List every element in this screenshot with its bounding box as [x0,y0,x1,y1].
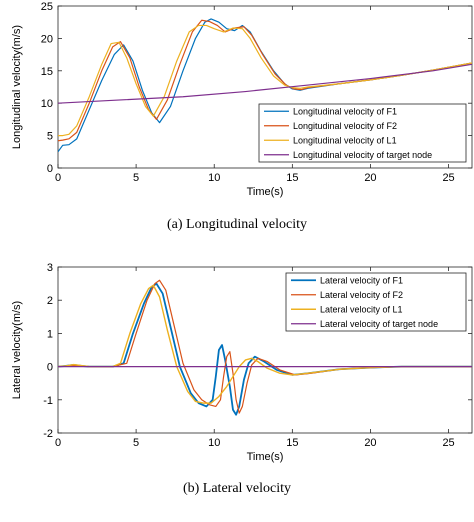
y-tick-label: -1 [43,395,53,407]
chart-lateral: 0 5 10 15 20 25 -2 -1 0 1 2 3 Time(s) Lateral velocit… [11,262,473,496]
y-axis-label: Longitudinal velocity(m/s) [11,25,23,149]
x-tick-label: 20 [364,437,376,449]
legend-box [258,103,467,163]
legend-box [285,272,467,332]
x-tick-label: 0 [55,437,61,449]
x-tick-label: 25 [442,172,454,184]
x-tick-label: 20 [364,172,376,184]
legend-entry: Lateral velocity of F2 [320,290,403,300]
legend-entry: Longitudinal velocity of F2 [293,121,397,131]
series-line-4 [58,63,472,104]
legend-entry: Longitudinal velocity of target node [293,150,432,160]
y-tick-label: 1 [47,328,53,340]
x-tick-label: 5 [133,437,139,449]
y-tick-label: 0 [47,163,53,175]
legend-entry: Longitudinal velocity of L1 [293,135,397,145]
series-line-3 [58,24,472,137]
y-tick-label: 25 [41,1,53,13]
y-tick-label: 5 [47,131,53,143]
legend-entry: Lateral velocity of L1 [320,304,403,314]
legend: Longitudinal velocity of F1 Longitudinal … [258,103,467,163]
legend: Lateral velocity of F1 Lateral velocity o… [285,272,467,332]
series-line-2 [58,279,472,414]
x-tick-label: 15 [286,437,298,449]
y-axis-label: Lateral velocity(m/s) [11,301,23,399]
series-line-3 [58,284,472,404]
y-tick-label: 20 [41,33,53,45]
figure-caption: (a) Longitudinal velocity [167,217,307,232]
x-tick-label: 10 [208,437,220,449]
x-tick-label: 10 [208,172,220,184]
chart-longitudinal: 0 5 10 15 20 25 0 5 10 15 20 25 Time(s) Longitudinal … [11,1,473,232]
x-axis-label: Time(s) [247,451,284,463]
y-tick-label: 15 [41,66,53,78]
y-tick-label: 10 [41,98,53,110]
x-tick-label: 0 [55,172,61,184]
x-axis-label: Time(s) [247,186,284,198]
legend-entry: Lateral velocity of F1 [320,275,403,285]
x-tick-label: 15 [286,172,298,184]
y-tick-label: 3 [47,262,53,274]
y-tick-label: -2 [43,428,53,440]
legend-entry: Longitudinal velocity of F1 [293,106,397,116]
y-tick-label: 2 [47,295,53,307]
y-tick-label: 0 [47,362,53,374]
series-line-2 [58,19,472,142]
figure-caption: (b) Lateral velocity [183,481,291,496]
x-tick-label: 5 [133,172,139,184]
x-tick-label: 25 [442,437,454,449]
legend-entry: Lateral velocity of target node [320,319,438,329]
